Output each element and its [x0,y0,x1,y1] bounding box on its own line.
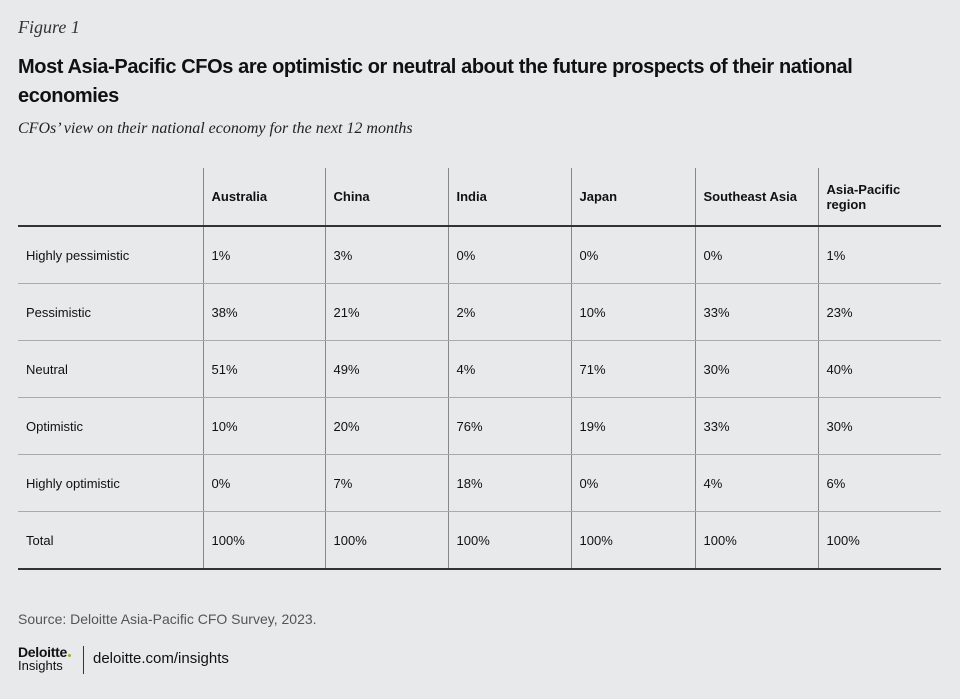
table-cell: 0% [570,454,695,512]
header-cell: Asia-Pacific region [817,168,941,227]
table-cell: 51% [202,340,325,398]
table-cell: 49% [324,340,448,398]
url: deloitte.com/insights [93,650,229,667]
table-cell: 71% [570,340,695,398]
table-cell: 100% [324,511,448,570]
header-cell: Japan [570,168,695,227]
header-cell: Australia [202,168,325,227]
table-row: Total 100% 100% 100% 100% 100% 100% [18,511,941,570]
row-label: Pessimistic [18,283,203,341]
table-cell: 4% [447,340,571,398]
table-cell: 21% [324,283,448,341]
header-cell: China [324,168,448,227]
data-table: Australia China India Japan Southeast Asia As… [18,168,941,570]
header-cell [18,168,203,227]
subtitle: CFOs’ view on their national economy for… [18,120,413,137]
source: Source: Deloitte Asia-Pacific CFO Survey… [18,611,317,627]
row-label: Optimistic [18,397,203,455]
table-cell: 10% [570,283,695,341]
table-cell: 100% [817,511,941,570]
table-cell: 76% [447,397,571,455]
table-cell: 1% [202,226,325,284]
row-label: Neutral [18,340,203,398]
title: Most Asia-Pacific CFOs are optimistic or… [18,56,853,107]
table-cell: 3% [324,226,448,284]
table-cell: 33% [694,397,818,455]
table-row: Highly pessimistic 1% 3% 0% 0% 0% 1% [18,226,941,284]
row-label: Highly pessimistic [18,226,203,284]
row-label: Highly optimistic [18,454,203,512]
table-cell: 6% [817,454,941,512]
divider [83,646,84,674]
logo-brand-text: Deloitte [18,644,67,660]
table-cell: 1% [817,226,941,284]
table-cell: 40% [817,340,941,398]
table-cell: 0% [570,226,695,284]
table-cell: 100% [202,511,325,570]
table-cell: 100% [694,511,818,570]
table-cell: 30% [694,340,818,398]
table-cell: 2% [447,283,571,341]
table-cell: 19% [570,397,695,455]
table-cell: 18% [447,454,571,512]
table-cell: 20% [324,397,448,455]
table-cell: 10% [202,397,325,455]
header-cell: India [447,168,571,227]
table-cell: 30% [817,397,941,455]
table-cell: 33% [694,283,818,341]
table-row: Neutral 51% 49% 4% 71% 30% 40% [18,340,941,398]
figure-label: Figure 1 [18,17,80,37]
header-row: Australia China India Japan Southeast Asia As… [18,168,941,227]
logo-brand: Deloitte [18,644,71,660]
table-cell: 7% [324,454,448,512]
table-cell: 23% [817,283,941,341]
logo-dot [67,654,71,657]
table-row: Highly optimistic 0% 7% 18% 0% 4% 6% [18,454,941,512]
header-cell: Southeast Asia [694,168,818,227]
table-row: Optimistic 10% 20% 76% 19% 33% 30% [18,397,941,455]
table-cell: 38% [202,283,325,341]
table-cell: 100% [570,511,695,570]
logo-product: Insights [18,658,63,673]
row-label: Total [18,511,203,570]
table-cell: 0% [202,454,325,512]
table-cell: 4% [694,454,818,512]
table-cell: 0% [694,226,818,284]
table-cell: 100% [447,511,571,570]
table-cell: 0% [447,226,571,284]
table-row: Pessimistic 38% 21% 2% 10% 33% 23% [18,283,941,341]
